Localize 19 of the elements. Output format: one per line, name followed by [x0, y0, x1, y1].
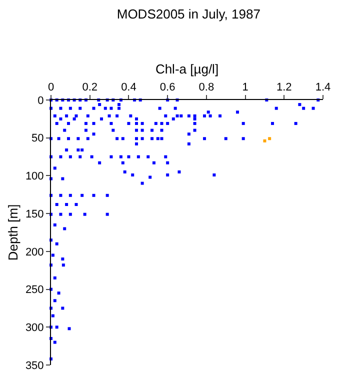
y-tick-label: 250: [25, 284, 44, 296]
y-tick-label: 350: [25, 360, 44, 372]
x-tick-label: 0.8: [198, 82, 214, 94]
chart-title: MODS2005 in July, 1987: [116, 6, 260, 22]
y-tick-label: 150: [25, 208, 44, 220]
y-tick-label: 200: [25, 246, 44, 258]
y-tick-label: 50: [32, 132, 44, 145]
x-tick-label: 1.2: [276, 82, 292, 94]
y-tick-label: 0: [38, 94, 44, 107]
x-tick-label: 1.4: [315, 82, 331, 94]
x-tick-label: 0.4: [121, 82, 136, 94]
x-tick-label: 0: [48, 82, 54, 94]
x-tick-label: 0.6: [160, 82, 176, 94]
x-axis-title: Chl-a [µg/l]: [155, 62, 219, 77]
x-tick-label: 1: [242, 82, 248, 94]
x-tick-label: 0.2: [82, 82, 98, 94]
y-tick-label: 100: [25, 170, 44, 183]
y-tick-label: 300: [25, 322, 44, 334]
y-axis-title: Depth [m]: [5, 204, 20, 261]
